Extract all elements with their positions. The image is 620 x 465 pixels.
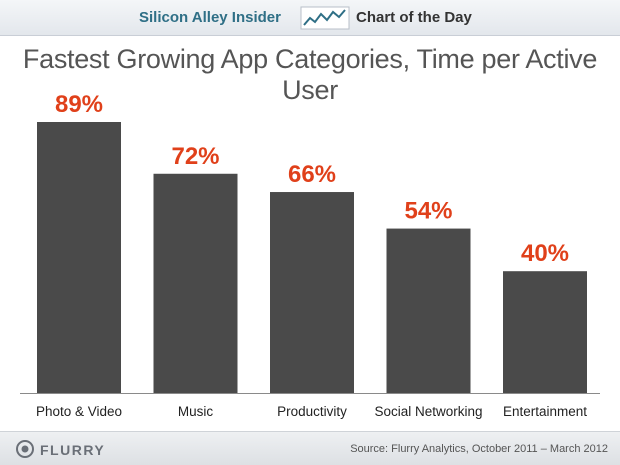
source-note: Source: Flurry Analytics, October 2011 –…: [350, 443, 608, 455]
data-label: 40%: [521, 240, 569, 267]
category-label: Entertainment: [503, 404, 587, 419]
footer-logo-text: FLURRY: [40, 442, 106, 458]
flurry-logo-icon: [16, 440, 34, 458]
data-label: 66%: [288, 161, 336, 188]
category-label: Photo & Video: [36, 404, 122, 419]
bar: [153, 173, 238, 393]
header-banner: Silicon Alley Insider Chart of the Day: [0, 0, 620, 36]
footer: FLURRY Source: Flurry Analytics, October…: [0, 431, 620, 465]
bar-chart: 89% Photo & Video 72% Music 66% Productivity 5…: [20, 91, 600, 419]
data-label: 54%: [404, 198, 452, 225]
category-label: Productivity: [277, 404, 347, 419]
bar: [270, 192, 354, 393]
site-name: Silicon Alley Insider: [139, 9, 281, 26]
bar: [503, 271, 587, 393]
category-label: Social Networking: [374, 404, 482, 419]
chart-title: Fastest Growing App Categories, Time per…: [22, 44, 598, 105]
data-label: 72%: [171, 143, 219, 170]
section-title: Chart of the Day: [356, 9, 472, 26]
category-label: Music: [178, 404, 214, 419]
data-label: 89%: [55, 91, 103, 118]
trend-line-icon: [300, 6, 350, 30]
bar: [37, 122, 121, 393]
bar: [386, 228, 471, 393]
